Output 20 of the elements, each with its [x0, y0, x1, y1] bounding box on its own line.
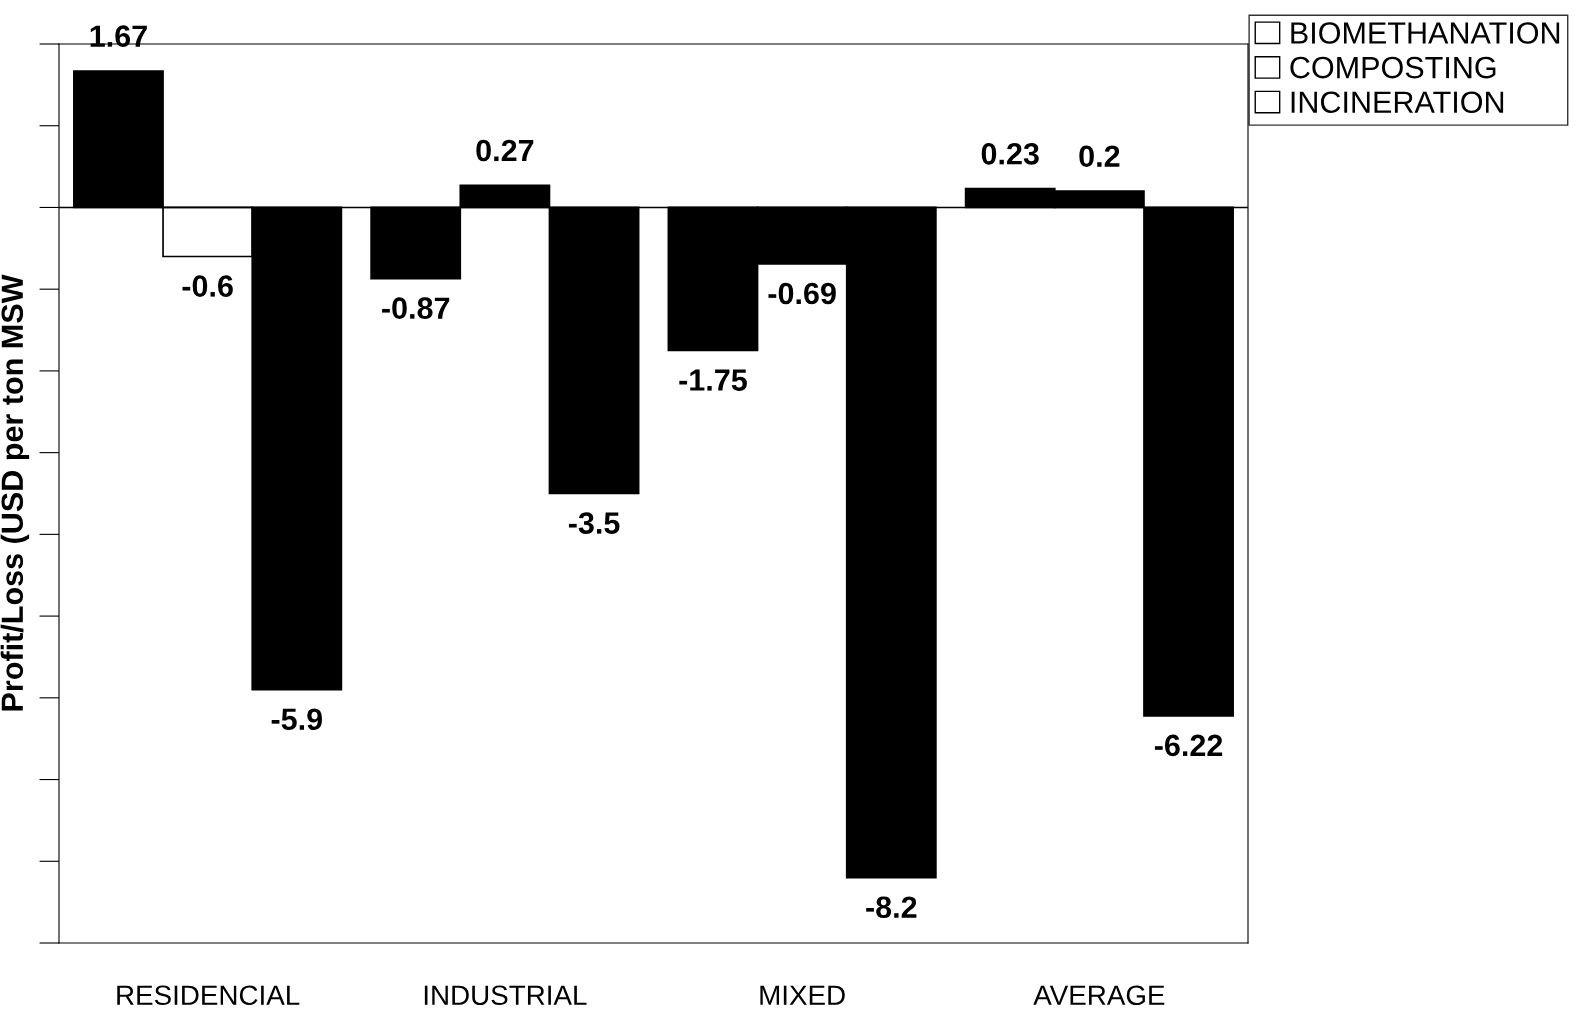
x-tick-label: AVERAGE	[1033, 985, 1165, 1006]
data-label: -3.5	[568, 512, 620, 534]
x-tick-label: MIXED	[760, 985, 845, 1005]
data-label: -8.2	[866, 896, 917, 919]
data-label: -0.87	[382, 297, 450, 319]
data-label: 0.2	[1079, 145, 1120, 168]
legend-label: BIOMETHANATION	[1291, 22, 1560, 44]
data-label: 0.23	[981, 143, 1039, 165]
data-label: -0.69	[768, 282, 836, 305]
y-axis-title: Profit/Loss (USD per ton MSW	[0, 274, 30, 711]
data-label: -5.9	[271, 708, 322, 731]
x-tick-label: RESIDENCIAL	[117, 985, 300, 1006]
data-label: -0.6	[182, 275, 233, 297]
data-label: 1.67	[90, 25, 147, 47]
legend-label: COMPOSTING	[1290, 56, 1496, 79]
x-tick-label: INDUSTRIAL	[424, 985, 587, 1006]
data-label: 0.27	[476, 139, 534, 162]
data-label: -1.75	[679, 369, 747, 391]
data-label: -6.22	[1154, 734, 1223, 757]
legend-label: INCINERATION	[1291, 91, 1504, 114]
